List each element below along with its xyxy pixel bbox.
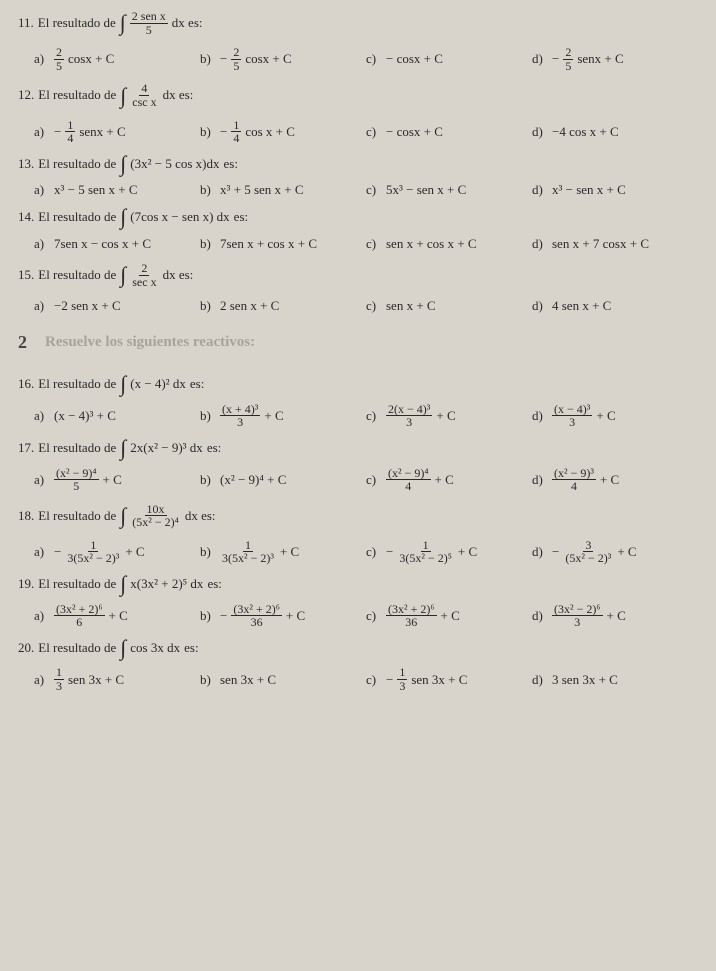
problem-13: 13. El resultado de ∫ (3x² − 5 cos x)dx … (18, 155, 698, 199)
options-row: a)x³ − 5 sen x + C b)x³ + 5 sen x + C c)… (18, 182, 698, 198)
option-a: a)25cosx + C (34, 46, 200, 72)
problem-number: 13. (18, 156, 34, 172)
integrand: 2 sen x 5 (130, 10, 168, 36)
option-a: a)13 sen 3x + C (34, 666, 200, 692)
option-d: d)4 sen x + C (532, 298, 698, 314)
option-a: a)(x² − 9)⁴5 + C (34, 467, 200, 493)
option-d: d)(x − 4)³3 + C (532, 403, 698, 429)
problem-stem: 13. El resultado de ∫ (3x² − 5 cos x)dx … (18, 155, 698, 173)
option-c: c)2(x − 4)³3 + C (366, 403, 532, 429)
option-b: b)−14cos x + C (200, 119, 366, 145)
integral-icon: ∫ (120, 266, 126, 284)
options-row: a)(x² − 9)⁴5 + C b)(x² − 9)⁴ + C c)(x² −… (18, 467, 698, 493)
option-a: a)(x − 4)³ + C (34, 403, 200, 429)
integral-icon: ∫ (120, 208, 126, 226)
option-c: c)sen x + C (366, 298, 532, 314)
problem-stem: 19. El resultado de ∫ x(3x² + 2)⁵ dx es: (18, 575, 698, 593)
option-c: c)sen x + cos x + C (366, 236, 532, 252)
option-c: c)(x² − 9)⁴4 + C (366, 467, 532, 493)
option-b: b)13(5x² − 2)³ + C (200, 539, 366, 565)
integral-icon: ∫ (120, 14, 126, 32)
problem-number: 19. (18, 576, 34, 592)
integral-icon: ∫ (120, 639, 126, 657)
options-row: a)−13(5x² − 2)³ + C b)13(5x² − 2)³ + C c… (18, 539, 698, 565)
option-b: b)2 sen x + C (200, 298, 366, 314)
option-d: d)3 sen 3x + C (532, 666, 698, 692)
problem-number: 12. (18, 87, 34, 103)
problem-18: 18. El resultado de ∫ 10x(5x² − 2)⁴ dx e… (18, 503, 698, 565)
option-b: b)−(3x² + 2)⁶36 + C (200, 603, 366, 629)
option-d: d)−25senx + C (532, 46, 698, 72)
problem-12: 12. El resultado de ∫ 4csc x dx es: a)−1… (18, 82, 698, 144)
problem-stem: 17. El resultado de ∫ 2x(x² − 9)³ dx es: (18, 439, 698, 457)
problem-stem: 12. El resultado de ∫ 4csc x dx es: (18, 82, 698, 108)
option-a: a)−14senx + C (34, 119, 200, 145)
option-c: c)−13 sen 3x + C (366, 666, 532, 692)
option-b: b)7sen x + cos x + C (200, 236, 366, 252)
option-a: a)x³ − 5 sen x + C (34, 182, 200, 198)
problem-stem: 11. El resultado de ∫ 2 sen x 5 dx es: (18, 10, 698, 36)
problem-number: 20. (18, 640, 34, 656)
problem-stem: 14. El resultado de ∫ (7cos x − sen x) d… (18, 208, 698, 226)
option-a: a)(3x² + 2)⁶6 + C (34, 603, 200, 629)
option-c: c)− cosx + C (366, 119, 532, 145)
problem-number: 15. (18, 267, 34, 283)
section-title: Resuelve los siguientes reactivos: (45, 334, 255, 351)
problem-number: 14. (18, 209, 34, 225)
section-header: 2 Resuelve los siguientes reactivos: (18, 332, 698, 353)
option-b: b)(x² − 9)⁴ + C (200, 467, 366, 493)
option-d: d)−4 cos x + C (532, 119, 698, 145)
problem-17: 17. El resultado de ∫ 2x(x² − 9)³ dx es:… (18, 439, 698, 493)
problem-number: 17. (18, 440, 34, 456)
problem-20: 20. El resultado de ∫ cos 3x dx es: a)13… (18, 639, 698, 693)
option-b: b)sen 3x + C (200, 666, 366, 692)
problem-number: 18. (18, 508, 34, 524)
problem-14: 14. El resultado de ∫ (7cos x − sen x) d… (18, 208, 698, 252)
option-a: a)7sen x − cos x + C (34, 236, 200, 252)
problem-15: 15. El resultado de ∫ 2sec x dx es: a)−2… (18, 262, 698, 314)
option-b: b)x³ + 5 sen x + C (200, 182, 366, 198)
section-number: 2 (18, 332, 27, 353)
options-row: a)−14senx + C b)−14cos x + C c)− cosx + … (18, 119, 698, 145)
option-c: c)5x³ − sen x + C (366, 182, 532, 198)
problem-stem: 16. El resultado de ∫ (x − 4)² dx es: (18, 375, 698, 393)
option-d: d)x³ − sen x + C (532, 182, 698, 198)
options-row: a)(3x² + 2)⁶6 + C b)−(3x² + 2)⁶36 + C c)… (18, 603, 698, 629)
option-d: d)(3x² − 2)⁶3 + C (532, 603, 698, 629)
problem-11: 11. El resultado de ∫ 2 sen x 5 dx es: a… (18, 10, 698, 72)
option-c: c)− cosx + C (366, 46, 532, 72)
integral-icon: ∫ (120, 375, 126, 393)
options-row: a)13 sen 3x + C b)sen 3x + C c)−13 sen 3… (18, 666, 698, 692)
problem-number: 11. (18, 15, 34, 31)
problem-19: 19. El resultado de ∫ x(3x² + 2)⁵ dx es:… (18, 575, 698, 629)
problem-stem: 20. El resultado de ∫ cos 3x dx es: (18, 639, 698, 657)
options-row: a)−2 sen x + C b)2 sen x + C c)sen x + C… (18, 298, 698, 314)
integral-icon: ∫ (120, 575, 126, 593)
option-b: b)−25cosx + C (200, 46, 366, 72)
options-row: a)(x − 4)³ + C b)(x + 4)³3 + C c)2(x − 4… (18, 403, 698, 429)
option-b: b)(x + 4)³3 + C (200, 403, 366, 429)
integral-icon: ∫ (120, 87, 126, 105)
stem-text: dx es: (172, 15, 203, 31)
problem-16: 16. El resultado de ∫ (x − 4)² dx es: a)… (18, 375, 698, 429)
problem-stem: 18. El resultado de ∫ 10x(5x² − 2)⁴ dx e… (18, 503, 698, 529)
problem-stem: 15. El resultado de ∫ 2sec x dx es: (18, 262, 698, 288)
option-a: a)−2 sen x + C (34, 298, 200, 314)
integral-icon: ∫ (120, 155, 126, 173)
options-row: a)7sen x − cos x + C b)7sen x + cos x + … (18, 236, 698, 252)
integral-icon: ∫ (120, 507, 126, 525)
options-row: a)25cosx + C b)−25cosx + C c)− cosx + C … (18, 46, 698, 72)
option-d: d)(x² − 9)³4 + C (532, 467, 698, 493)
option-c: c)(3x² + 2)⁶36 + C (366, 603, 532, 629)
option-a: a)−13(5x² − 2)³ + C (34, 539, 200, 565)
option-c: c)−13(5x² − 2)⁵ + C (366, 539, 532, 565)
stem-text: El resultado de (38, 15, 116, 31)
option-d: d)sen x + 7 cosx + C (532, 236, 698, 252)
problem-number: 16. (18, 376, 34, 392)
option-d: d)−3(5x² − 2)³ + C (532, 539, 698, 565)
integral-icon: ∫ (120, 439, 126, 457)
